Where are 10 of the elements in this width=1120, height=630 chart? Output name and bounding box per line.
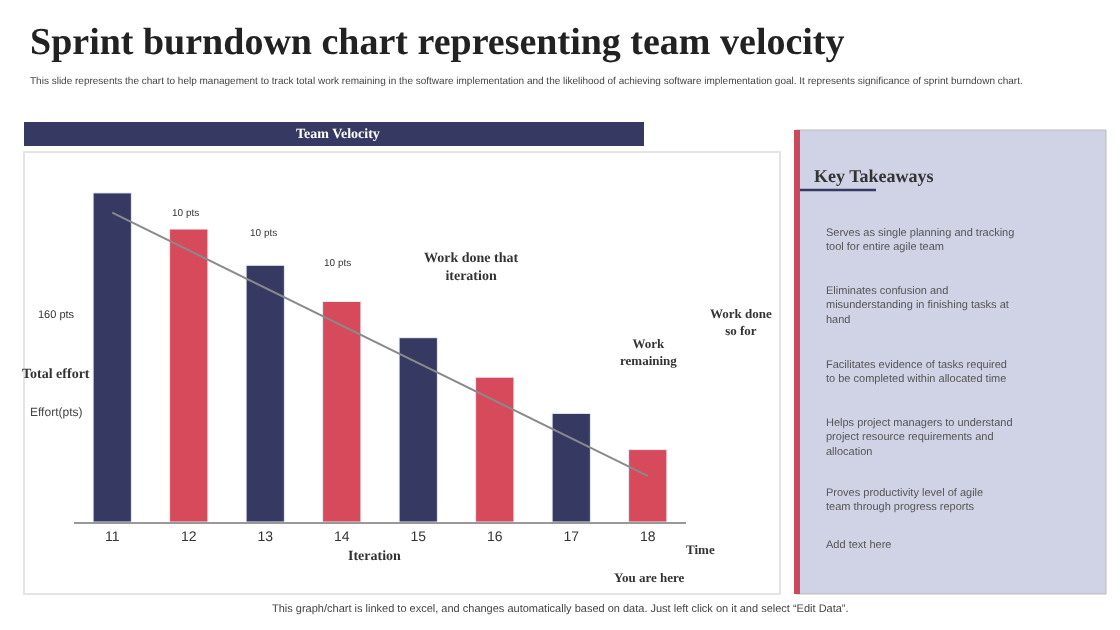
bar bbox=[628, 449, 668, 522]
bar bbox=[92, 192, 132, 522]
text: Key Takeaways bbox=[814, 166, 935, 186]
bar bbox=[169, 228, 209, 522]
bar bbox=[245, 264, 285, 522]
bar bbox=[475, 376, 515, 522]
bar bbox=[398, 337, 438, 522]
bar bbox=[322, 301, 362, 522]
bar bbox=[551, 412, 591, 522]
chart-title: Sprint burndown chart representing team velocity bbox=[30, 22, 846, 64]
